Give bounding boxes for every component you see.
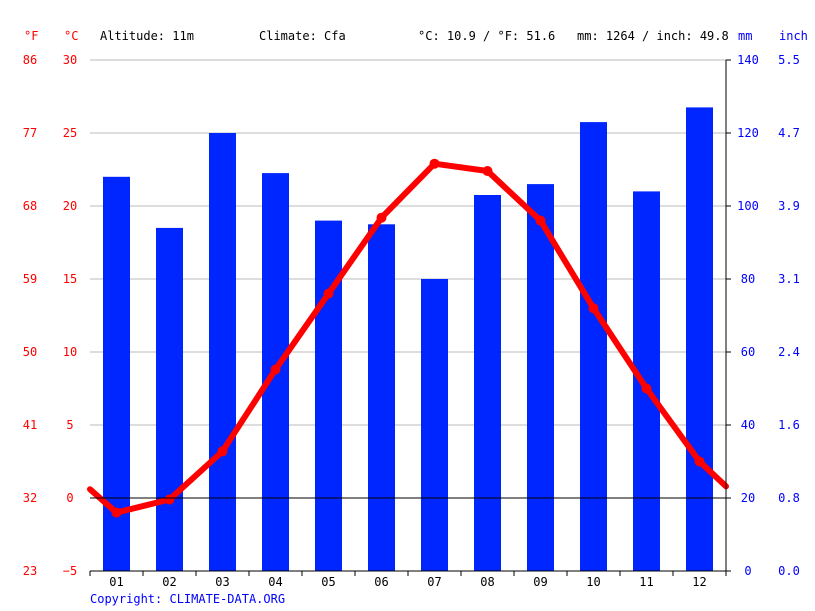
celsius-tick-label: 10 bbox=[63, 345, 77, 359]
mm-tick-label: 100 bbox=[737, 199, 759, 213]
temperature-point-02 bbox=[164, 494, 175, 505]
mm-tick-label: 120 bbox=[737, 126, 759, 140]
inch-tick-label: 1.6 bbox=[778, 418, 800, 432]
climate-label: Climate: Cfa bbox=[259, 29, 346, 43]
inch-tick-label: 3.9 bbox=[778, 199, 800, 213]
precipitation-bar-12 bbox=[686, 107, 713, 572]
fahrenheit-tick-label: 68 bbox=[23, 199, 37, 213]
mm-tick-label: 20 bbox=[741, 491, 755, 505]
mm-tick-label: 80 bbox=[741, 272, 755, 286]
inch-tick-label: 4.7 bbox=[778, 126, 800, 140]
temperature-point-06 bbox=[376, 212, 387, 223]
temperature-point-07 bbox=[429, 158, 440, 169]
month-tick-label: 01 bbox=[109, 575, 123, 589]
precipitation-bar-03 bbox=[209, 133, 236, 571]
fahrenheit-tick-label: 50 bbox=[23, 345, 37, 359]
inch-tick-label: 3.1 bbox=[778, 272, 800, 286]
precipitation-bar-08 bbox=[474, 195, 501, 571]
fahrenheit-tick-label: 86 bbox=[23, 53, 37, 67]
celsius-tick-label: −5 bbox=[63, 564, 77, 578]
inch-tick-label: 0.8 bbox=[778, 491, 800, 505]
temperature-point-09 bbox=[535, 215, 546, 226]
mm-tick-label: 140 bbox=[737, 53, 759, 67]
celsius-tick-label: 20 bbox=[63, 199, 77, 213]
fahrenheit-tick-label: 59 bbox=[23, 272, 37, 286]
temperature-line-path bbox=[87, 160, 729, 516]
precipitation-bar-10 bbox=[580, 122, 607, 571]
fahrenheit-tick-label: 32 bbox=[23, 491, 37, 505]
celsius-tick-label: 25 bbox=[63, 126, 77, 140]
precipitation-total-label: mm: 1264 / inch: 49.8 bbox=[577, 29, 729, 43]
copyright-label: Copyright: CLIMATE-DATA.ORG bbox=[90, 592, 285, 606]
temperature-point-10 bbox=[588, 303, 599, 314]
temperature-point-11 bbox=[641, 383, 652, 394]
fahrenheit-tick-label: 23 bbox=[23, 564, 37, 578]
tick-labels: 86 30 140 5.577 25 120 4.768 20 100 3.959 15 80 3.15… bbox=[23, 53, 800, 589]
inch-tick-label: 0.0 bbox=[778, 564, 800, 578]
temperature-line bbox=[87, 158, 729, 518]
month-tick-label: 02 bbox=[162, 575, 176, 589]
celsius-tick-label: 15 bbox=[63, 272, 77, 286]
altitude-label: Altitude: 11m bbox=[100, 29, 194, 43]
month-tick-label: 08 bbox=[480, 575, 494, 589]
inch-unit-label: inch bbox=[779, 29, 808, 43]
average-temperature-label: °C: 10.9 / °F: 51.6 bbox=[418, 29, 555, 43]
month-tick-label: 07 bbox=[427, 575, 441, 589]
temperature-point-12 bbox=[694, 456, 705, 467]
month-tick-label: 04 bbox=[268, 575, 282, 589]
fahrenheit-unit-label: °F bbox=[24, 29, 38, 43]
precipitation-bar-09 bbox=[527, 184, 554, 571]
fahrenheit-tick-label: 41 bbox=[23, 418, 37, 432]
mm-tick-label: 0 bbox=[744, 564, 751, 578]
month-tick-label: 10 bbox=[586, 575, 600, 589]
precipitation-bar-11 bbox=[633, 191, 660, 571]
month-tick-label: 05 bbox=[321, 575, 335, 589]
month-tick-label: 12 bbox=[692, 575, 706, 589]
gridlines bbox=[90, 59, 726, 426]
inch-tick-label: 2.4 bbox=[778, 345, 800, 359]
precipitation-bar-07 bbox=[421, 279, 448, 571]
temperature-point-03 bbox=[217, 446, 228, 457]
temperature-point-08 bbox=[482, 166, 493, 176]
celsius-unit-label: °C bbox=[64, 29, 78, 43]
precipitation-bar-06 bbox=[368, 224, 395, 572]
precipitation-bar-05 bbox=[315, 220, 342, 571]
month-tick-label: 11 bbox=[639, 575, 653, 589]
mm-tick-label: 40 bbox=[741, 418, 755, 432]
celsius-tick-label: 30 bbox=[63, 53, 77, 67]
celsius-tick-label: 5 bbox=[66, 418, 73, 432]
month-tick-label: 03 bbox=[215, 575, 229, 589]
precipitation-bars bbox=[103, 107, 713, 572]
fahrenheit-tick-label: 77 bbox=[23, 126, 37, 140]
celsius-tick-label: 0 bbox=[66, 491, 73, 505]
inch-tick-label: 5.5 bbox=[778, 53, 800, 67]
precipitation-bar-02 bbox=[156, 227, 183, 571]
month-tick-label: 09 bbox=[533, 575, 547, 589]
temperature-point-05 bbox=[323, 288, 334, 299]
temperature-point-01 bbox=[111, 507, 122, 518]
axes bbox=[89, 59, 731, 576]
mm-tick-label: 60 bbox=[741, 345, 755, 359]
mm-unit-label: mm bbox=[738, 29, 752, 43]
month-tick-label: 06 bbox=[374, 575, 388, 589]
temperature-point-04 bbox=[270, 364, 281, 375]
